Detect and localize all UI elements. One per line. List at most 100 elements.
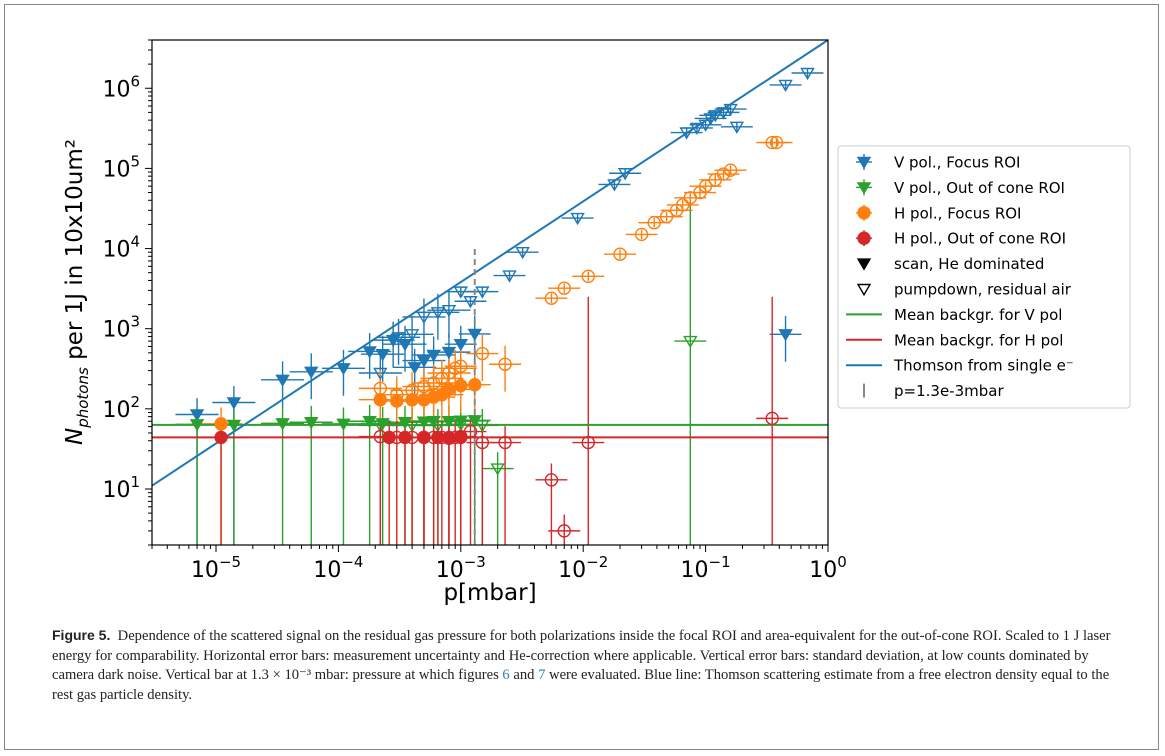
legend-entry: V pol., Focus ROI — [856, 154, 1020, 172]
v-pol-focus-roi-scan-point — [778, 329, 793, 342]
figure-frame — [4, 4, 1159, 750]
h-pol-out-of-cone-roi-pumpdown-point — [498, 435, 512, 450]
legend-label: scan, He dominated — [894, 255, 1044, 273]
h-pol-out-of-cone-roi-pumpdown-point — [426, 430, 441, 445]
h-pol-out-of-cone-roi-pumpdown-point — [581, 435, 595, 450]
figure-ref-6[interactable]: 6 — [502, 667, 510, 683]
scatter-plot: 10−5 10−4 10−3 10−2 10−1 100 101 102 103 104 105 10… — [62, 39, 1131, 606]
v-pol-focus-roi-scan-point — [453, 339, 469, 352]
v-pol-out-of-cone-roi-scan-point — [336, 418, 351, 431]
legend-entry: V pol., Out of cone ROI — [856, 179, 1065, 197]
legend-entry: H pol., Focus ROI — [856, 204, 1021, 222]
v-pol-out-of-cone-roi-scan-point — [453, 415, 469, 428]
h-pol-focus-roi-pumpdown-point — [454, 359, 468, 373]
v-pol-out-of-cone-roi-pumpdown-point — [490, 463, 505, 476]
legend-marker — [856, 283, 872, 297]
legend-label: Mean backgr. for V pol — [894, 306, 1062, 324]
y-axis-label-subscript: photons — [74, 367, 92, 429]
legend-marker — [856, 156, 872, 170]
legend-entry: pumpdown, residual air — [856, 281, 1072, 299]
v-pol-focus-roi-pumpdown-point — [729, 121, 745, 134]
h-pol-focus-roi-pumpdown-point — [659, 209, 674, 224]
v-pol-out-of-cone-roi-scan-point — [189, 419, 205, 432]
caption-text-2: mbar: pressure at which figures — [311, 667, 503, 683]
h-pol-focus-roi-scan-point — [214, 417, 228, 431]
v-pol-focus-roi-pumpdown-point — [689, 122, 705, 135]
x-axis-label: p[mbar] — [443, 580, 536, 606]
figure-caption: Figure 5. Dependence of the scattered si… — [52, 626, 1112, 705]
caption-and: and — [509, 667, 539, 683]
h-pol-focus-roi-pumpdown-point — [405, 383, 419, 398]
h-pol-focus-roi-pumpdown-point — [613, 247, 627, 261]
h-pol-focus-roi-pumpdown-point — [765, 135, 779, 150]
v-pol-focus-roi-scan-point — [226, 397, 242, 410]
legend-label: pumpdown, residual air — [894, 281, 1072, 299]
h-pol-focus-roi-pumpdown-point — [544, 291, 559, 305]
legend-label: H pol., Focus ROI — [894, 204, 1021, 222]
v-pol-focus-roi-scan-point — [467, 328, 482, 342]
legend-marker — [856, 182, 872, 195]
legend-label: V pol., Focus ROI — [894, 154, 1020, 172]
v-pol-focus-roi-pumpdown-point — [475, 286, 490, 299]
v-pol-out-of-cone-roi-pumpdown-point — [475, 420, 490, 433]
axes-frame — [151, 39, 829, 546]
legend-entry: H pol., Out of cone ROI — [856, 230, 1066, 248]
v-pol-focus-roi-pumpdown-point — [723, 103, 738, 117]
h-pol-out-of-cone-roi-pumpdown-point — [475, 435, 490, 450]
v-pol-out-of-cone-roi-pumpdown-point — [683, 335, 698, 349]
v-pol-focus-roi-pumpdown-point — [373, 367, 388, 381]
legend-box — [837, 145, 1131, 409]
v-pol-focus-roi-scan-point — [336, 363, 351, 376]
h-pol-out-of-cone-roi-pumpdown-point — [557, 524, 571, 538]
v-pol-focus-roi-pumpdown-point — [441, 305, 457, 318]
legend-entry: Mean backgr. for V pol — [846, 306, 1062, 324]
v-pol-out-of-cone-roi-pumpdown-point — [430, 420, 446, 433]
caption-text-1: Dependence of the scattered signal on th… — [52, 628, 1111, 683]
h-pol-out-of-cone-roi-pumpdown-point — [390, 430, 404, 445]
figure-label: Figure 5. — [52, 627, 111, 643]
figure-ref-7[interactable]: 7 — [538, 667, 546, 683]
h-pol-focus-roi-pumpdown-point — [723, 163, 738, 177]
h-pol-focus-roi-pumpdown-point — [426, 376, 441, 390]
v-pol-focus-roi-pumpdown-point — [778, 79, 793, 93]
h-pol-focus-roi-scan-point — [442, 382, 456, 397]
h-pol-focus-roi-pumpdown-point — [373, 381, 388, 396]
v-pol-focus-roi-pumpdown-point — [708, 110, 723, 123]
y-axis-label: Nphotons per 1J in 10x10um² — [62, 139, 92, 445]
h-pol-out-of-cone-roi-pumpdown-point — [373, 429, 388, 444]
h-pol-focus-roi-scan-point — [454, 378, 468, 393]
v-pol-out-of-cone-roi-scan-point — [441, 416, 457, 429]
v-pol-focus-roi-pumpdown-point — [404, 329, 420, 342]
h-pol-focus-roi-pumpdown-point — [557, 281, 571, 295]
legend: V pol., Focus ROI V pol., Out of cone ROI… — [837, 145, 1131, 409]
v-pol-focus-roi-pumpdown-point — [463, 296, 478, 309]
h-pol-out-of-cone-roi-scan-point — [214, 430, 228, 445]
h-pol-focus-roi-pumpdown-point — [634, 227, 649, 242]
h-pol-out-of-cone-roi-pumpdown-point — [765, 411, 779, 426]
v-pol-out-of-cone-roi-scan-point — [226, 419, 242, 432]
h-pol-focus-roi-pumpdown-point — [716, 167, 731, 181]
v-pol-out-of-cone-roi-scan-point — [275, 418, 290, 431]
h-pol-focus-roi-pumpdown-point — [647, 216, 661, 230]
v-pol-focus-roi-pumpdown-point — [502, 270, 517, 283]
x-tick-label: 10−5 — [191, 553, 241, 583]
v-pol-focus-roi-scan-point — [362, 346, 377, 359]
y-tick-label: 101 — [102, 473, 140, 503]
h-pol-out-of-cone-roi-pumpdown-point — [463, 424, 478, 439]
legend-marker — [857, 231, 871, 245]
legend-label: Mean backgr. for H pol — [894, 331, 1063, 349]
v-pol-focus-roi-scan-point — [397, 339, 413, 352]
v-pol-focus-roi-scan-point — [407, 362, 422, 375]
legend-entry: p=1.3e-3mbar — [863, 382, 1004, 400]
h-pol-focus-roi-pumpdown-point — [676, 198, 690, 212]
y-axis-label-rest: per 1J in 10x10um² — [62, 139, 88, 367]
h-pol-focus-roi-pumpdown-point — [498, 357, 512, 371]
v-pol-focus-roi-pumpdown-point — [607, 179, 622, 192]
x-tick-label: 10−1 — [681, 553, 731, 583]
v-pol-focus-roi-pumpdown-point — [716, 107, 731, 120]
h-pol-out-of-cone-roi-pumpdown-point — [417, 430, 431, 445]
h-pol-focus-roi-scan-point — [373, 393, 388, 407]
h-pol-focus-roi-pumpdown-point — [769, 135, 784, 150]
y-tick-label: 104 — [102, 233, 140, 263]
v-pol-focus-roi-pumpdown-point — [698, 119, 713, 132]
